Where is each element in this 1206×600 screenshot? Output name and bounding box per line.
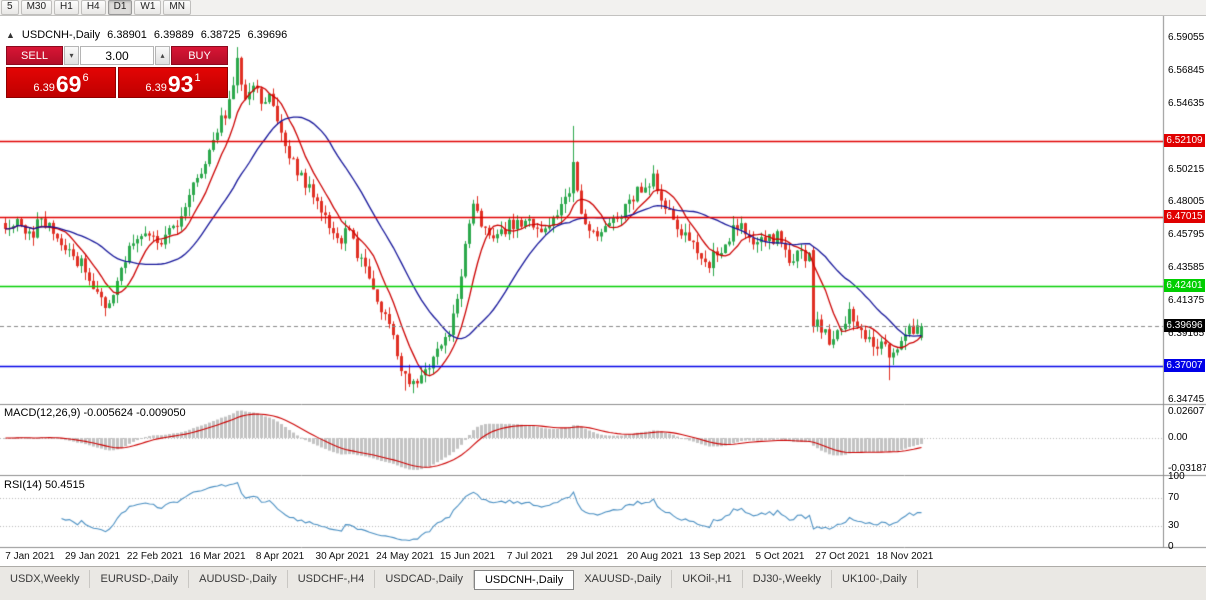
volume-input[interactable]: 3.00 <box>80 46 154 65</box>
ohlc-high: 6.39889 <box>153 29 194 41</box>
chart-symbol-period: USDCNH-,Daily <box>21 29 101 41</box>
time-axis-label: 7 Jul 2021 <box>506 551 554 562</box>
time-axis-label: 27 Oct 2021 <box>815 551 870 562</box>
chart-tab-xauusd[interactable]: XAUUSD-,Daily <box>574 570 673 588</box>
timeframe-button-group: 5 M30 H1 H4 D1 W1 MN <box>1 0 191 15</box>
timeframe-button-5[interactable]: 5 <box>1 0 19 15</box>
timeframe-button-mn[interactable]: MN <box>163 0 191 15</box>
buy-button[interactable]: BUY <box>171 46 228 65</box>
sell-price-pip: 6 <box>82 72 89 84</box>
price-chart-canvas[interactable] <box>0 16 1206 566</box>
price-axis-label: 6.48005 <box>1168 196 1205 208</box>
rsi-axis-label: 70 <box>1168 492 1180 503</box>
time-axis-label: 20 Aug 2021 <box>626 551 684 562</box>
buy-price-prefix: 6.39 <box>145 82 167 94</box>
buy-price-pip: 1 <box>194 72 201 84</box>
sell-price-big: 69 <box>55 71 82 97</box>
time-axis-label: 15 Jun 2021 <box>439 551 496 562</box>
price-axis-label: 6.50215 <box>1168 163 1205 175</box>
hline-price-badge: 6.47015 <box>1164 210 1205 224</box>
one-click-collapse-button[interactable]: ▲ <box>6 30 15 40</box>
macd-axis-label: -0.03187 <box>1168 463 1206 475</box>
current-price-badge: 6.39696 <box>1164 318 1205 332</box>
buy-price-big: 93 <box>167 71 194 97</box>
price-axis-label: 6.34745 <box>1168 393 1205 405</box>
rsi-axis-label: 0 <box>1168 541 1174 552</box>
timeframe-button-h1[interactable]: H1 <box>54 0 79 15</box>
chart-ohlc-info: ▲ USDCNH-,Daily 6.38901 6.39889 6.38725 … <box>6 29 287 41</box>
volume-decrease-button[interactable]: ▾ <box>64 46 79 65</box>
chart-tab-usdcnh[interactable]: USDCNH-,Daily <box>473 570 575 590</box>
chart-tab-usdx[interactable]: USDX,Weekly <box>0 570 91 588</box>
time-axis-label: 16 Mar 2021 <box>189 551 246 562</box>
triangle-up-icon: ▲ <box>6 30 15 40</box>
rsi-axis-label: 30 <box>1168 520 1180 531</box>
chart-window: ▲ USDCNH-,Daily 6.38901 6.39889 6.38725 … <box>0 16 1206 566</box>
chart-tab-uk100[interactable]: UK100-,Daily <box>832 570 918 588</box>
rsi-axis-label: 100 <box>1168 471 1185 482</box>
hline-price-badge: 6.52109 <box>1164 134 1205 148</box>
timeframe-button-h4[interactable]: H4 <box>80 0 106 15</box>
chart-tab-eurusd[interactable]: EURUSD-,Daily <box>90 570 190 588</box>
price-axis-label: 6.43585 <box>1168 262 1205 274</box>
time-axis-label: 8 Apr 2021 <box>255 551 305 562</box>
rsi-indicator-label: RSI(14) 50.4515 <box>4 479 85 491</box>
one-click-trading-panel: SELL ▾ 3.00 ▴ BUY 6.39 69 6 6.39 93 1 <box>6 46 228 98</box>
price-axis-label: 6.56845 <box>1168 64 1205 76</box>
chevron-down-icon: ▾ <box>69 51 74 60</box>
time-axis-label: 24 May 2021 <box>376 551 434 562</box>
ohlc-close: 6.39696 <box>247 29 288 41</box>
time-axis-label: 22 Feb 2021 <box>126 551 184 562</box>
sell-price-prefix: 6.39 <box>33 82 55 94</box>
timeframe-button-m30[interactable]: M30 <box>20 0 53 15</box>
chart-tab-bar: USDX,Weekly EURUSD-,Daily AUDUSD-,Daily USD… <box>0 566 1206 600</box>
timeframe-button-w1[interactable]: W1 <box>134 0 162 15</box>
hline-price-badge: 6.42401 <box>1164 278 1205 292</box>
ohlc-low: 6.38725 <box>200 29 241 41</box>
time-axis-label: 30 Apr 2021 <box>315 551 370 562</box>
chart-tab-dj30[interactable]: DJ30-,Weekly <box>743 570 833 588</box>
price-axis-label: 6.54635 <box>1168 97 1205 109</box>
price-axis-label: 6.45795 <box>1168 229 1205 241</box>
time-axis-label: 7 Jan 2021 <box>5 551 55 562</box>
volume-increase-button[interactable]: ▴ <box>155 46 170 65</box>
macd-axis-label: 0.02607 <box>1168 406 1205 418</box>
timeframe-toolbar: 5 M30 H1 H4 D1 W1 MN <box>0 0 1206 16</box>
macd-indicator-label: MACD(12,26,9) -0.005624 -0.009050 <box>4 407 186 419</box>
chart-tab-audusd[interactable]: AUDUSD-,Daily <box>189 570 288 588</box>
price-axis-label: 6.59055 <box>1168 32 1205 44</box>
time-axis-label: 5 Oct 2021 <box>755 551 805 562</box>
sell-price-button[interactable]: 6.39 69 6 <box>6 67 116 98</box>
ohlc-open: 6.38901 <box>107 29 147 41</box>
price-axis-label: 6.41375 <box>1168 295 1205 307</box>
chevron-up-icon: ▴ <box>160 51 165 60</box>
chart-tab-usdcad[interactable]: USDCAD-,Daily <box>375 570 474 588</box>
hline-price-badge: 6.37007 <box>1164 358 1205 372</box>
macd-axis-label: 0.00 <box>1168 432 1188 444</box>
sell-button[interactable]: SELL <box>6 46 63 65</box>
buy-price-button[interactable]: 6.39 93 1 <box>118 67 228 98</box>
time-axis-label: 29 Jan 2021 <box>64 551 121 562</box>
timeframe-button-d1[interactable]: D1 <box>107 0 133 15</box>
time-axis-label: 13 Sep 2021 <box>689 551 746 562</box>
price-axis-label: 6.39165 <box>1168 327 1205 339</box>
chart-tab-ukoil[interactable]: UKOil-,H1 <box>672 570 743 588</box>
time-axis-label: 29 Jul 2021 <box>566 551 619 562</box>
time-axis-label: 18 Nov 2021 <box>876 551 934 562</box>
chart-tab-usdchf[interactable]: USDCHF-,H4 <box>288 570 376 588</box>
